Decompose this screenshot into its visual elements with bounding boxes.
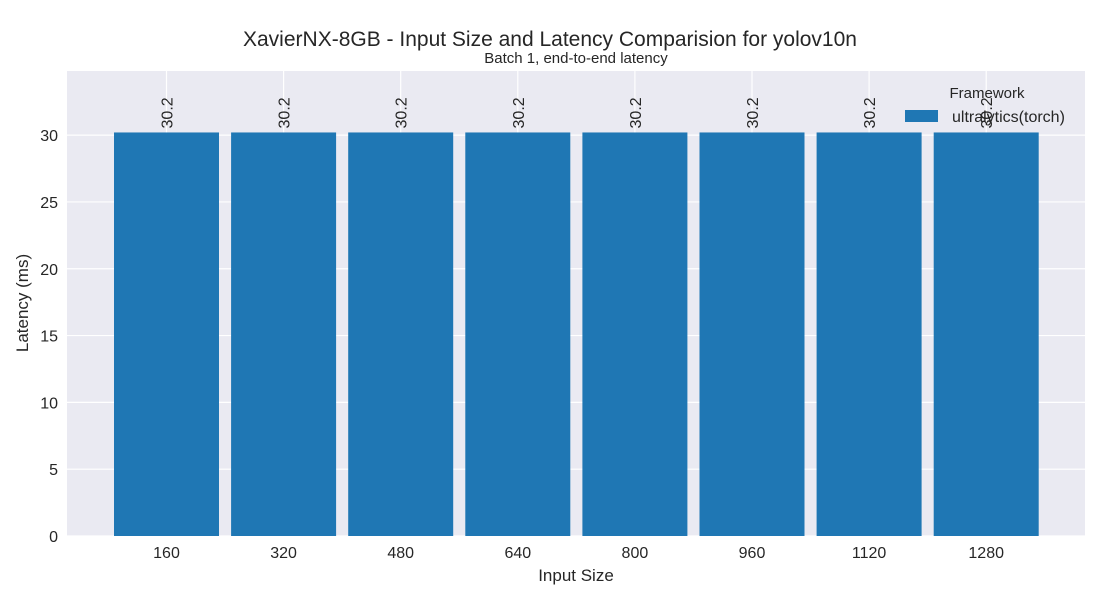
value-label: 30.2	[628, 97, 645, 128]
bar-160	[114, 132, 219, 536]
y-tick-label: 25	[40, 195, 58, 212]
x-tick-label: 320	[270, 545, 297, 562]
value-labels: 30.2 30.2 30.2 30.2 30.2 30.2 30.2 30.2	[160, 97, 997, 128]
y-tick-labels: 0 5 10 15 20 25 30	[40, 128, 58, 546]
y-tick-label: 30	[40, 128, 58, 145]
x-tick-label: 640	[504, 545, 531, 562]
bars	[114, 132, 1039, 536]
x-axis-label: Input Size	[538, 566, 614, 585]
value-label: 30.2	[511, 97, 528, 128]
bar-640	[465, 132, 571, 536]
y-axis-label: Latency (ms)	[13, 254, 32, 352]
x-tick-label: 480	[387, 545, 414, 562]
legend-title: Framework	[949, 85, 1025, 102]
y-tick-label: 0	[49, 529, 58, 546]
bar-800	[582, 132, 688, 536]
value-label: 30.2	[862, 97, 879, 128]
chart-title: XavierNX-8GB - Input Size and Latency Co…	[243, 28, 857, 51]
y-tick-label: 10	[40, 395, 58, 412]
legend-label: ultralytics(torch)	[952, 109, 1065, 126]
bar-480	[348, 132, 454, 536]
bar-1120	[816, 132, 922, 536]
x-tick-label: 1120	[852, 545, 887, 562]
plot-area	[67, 71, 1085, 536]
value-label: 30.2	[160, 97, 177, 128]
x-tick-labels: 160 320 480 640 800 960 1120 1280	[153, 545, 1004, 562]
legend: Framework ultralytics(torch)	[905, 85, 1065, 126]
value-label: 30.2	[277, 97, 294, 128]
bar-1280	[933, 132, 1039, 536]
chart-subtitle: Batch 1, end-to-end latency	[484, 50, 668, 67]
y-tick-label: 15	[40, 329, 58, 346]
bar-960	[699, 132, 805, 536]
value-label: 30.2	[745, 97, 762, 128]
value-label: 30.2	[394, 97, 411, 128]
value-label: 30.2	[979, 97, 996, 128]
x-tick-label: 960	[739, 545, 766, 562]
bar-320	[231, 132, 337, 536]
x-tick-label: 1280	[968, 545, 1004, 562]
y-tick-label: 5	[49, 462, 58, 479]
x-tick-label: 800	[622, 545, 649, 562]
legend-swatch	[905, 110, 938, 122]
x-tick-label: 160	[153, 545, 180, 562]
y-tick-label: 20	[40, 262, 58, 279]
